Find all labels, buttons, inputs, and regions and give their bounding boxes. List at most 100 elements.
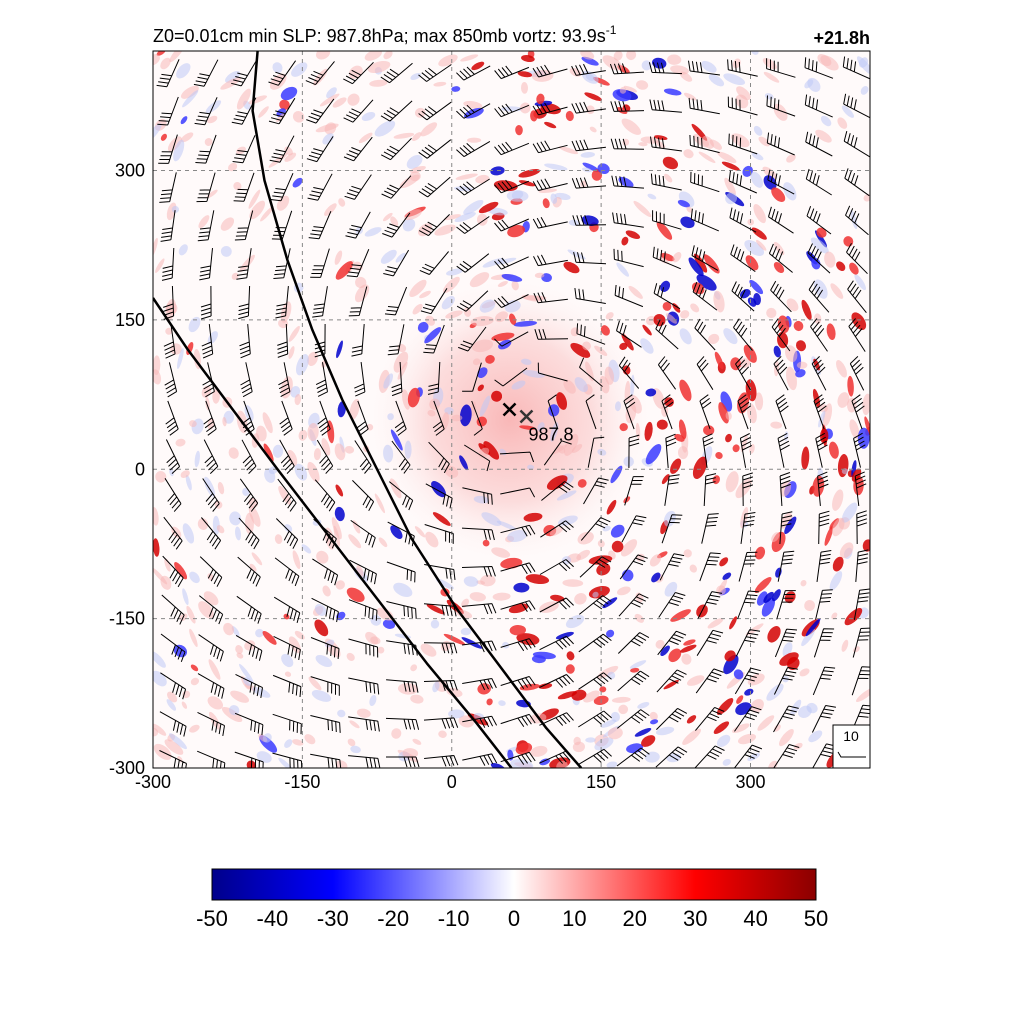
- wind-barb: [200, 285, 212, 320]
- vorticity-cell: [548, 404, 560, 417]
- wind-barb: [432, 400, 445, 436]
- vorticity-cell: [225, 70, 241, 83]
- wind-barb: [199, 556, 223, 587]
- wind-barb: [494, 256, 529, 270]
- vorticity-cell: [672, 252, 682, 263]
- wind-barb: [424, 755, 459, 767]
- vorticity-cell: [763, 71, 780, 83]
- wind-barb: [617, 670, 650, 692]
- wind-barb: [240, 362, 253, 398]
- wind-barb: [543, 440, 572, 466]
- wind-barb: [494, 331, 529, 347]
- vorticity-cell: [181, 701, 188, 709]
- vorticity-cell: [658, 257, 669, 264]
- vorticity-cell: [487, 207, 508, 216]
- vorticity-cell: [492, 592, 511, 601]
- wind-barb: [849, 356, 865, 391]
- vorticity-cell: [178, 244, 188, 256]
- vorticity-cell: [519, 683, 540, 691]
- wind-barb: [310, 676, 340, 696]
- wind-barb: [197, 210, 215, 242]
- wind-barb: [348, 599, 378, 621]
- vorticity-cell: [713, 290, 725, 313]
- wind-barb: [279, 400, 293, 436]
- vorticity-cell: [680, 644, 697, 653]
- wind-barb: [621, 515, 647, 543]
- colorbar-tick-label: -50: [196, 906, 228, 931]
- y-tick-label: 300: [115, 161, 145, 181]
- wind-barb: [583, 477, 609, 505]
- wind-barb: [160, 210, 176, 242]
- vorticity-cell: [824, 251, 836, 268]
- wind-barb: [354, 362, 366, 397]
- vorticity-cell: [644, 751, 660, 763]
- x-axis-ticks: -300 -150 0 150 300: [135, 772, 766, 792]
- vorticity-cell: [376, 607, 394, 621]
- vorticity-cell: [444, 465, 459, 478]
- vorticity-cell: [520, 358, 532, 365]
- vorticity-cell: [568, 219, 580, 226]
- wind-barb: [694, 745, 725, 768]
- vorticity-cell: [550, 594, 565, 602]
- wind-barb: [690, 208, 719, 232]
- wind-barb: [540, 520, 574, 538]
- wind-barb: [277, 323, 289, 358]
- vorticity-cell: [311, 689, 332, 702]
- vorticity-cell: [239, 254, 255, 273]
- wind-barb: [163, 285, 175, 320]
- wind-barb: [241, 439, 257, 474]
- vorticity-cell: [621, 118, 642, 135]
- vorticity-cell: [576, 549, 591, 561]
- vorticity-cell: [556, 760, 568, 768]
- wind-barb: [203, 439, 219, 474]
- vorticity-cell: [683, 149, 694, 159]
- vorticity-cell: [846, 397, 857, 413]
- colorbar-tick-label: 10: [562, 906, 586, 931]
- vorticity-cell: [530, 110, 538, 122]
- wind-barb: [655, 746, 688, 768]
- vorticity-cell: [370, 636, 381, 645]
- vorticity-cell: [633, 200, 652, 218]
- vorticity-cell: [262, 630, 277, 645]
- vorticity-cell: [571, 689, 587, 701]
- vorticity-cell: [539, 758, 551, 766]
- vorticity-cell: [763, 591, 774, 603]
- vorticity-cell: [816, 227, 827, 238]
- vorticity-cell: [569, 67, 582, 77]
- vorticity-cell: [771, 187, 786, 203]
- wind-barb: [691, 245, 719, 271]
- vorticity-cell: [583, 690, 600, 703]
- vorticity-cell: [849, 262, 859, 275]
- vorticity-cell: [725, 411, 732, 421]
- vorticity-cell: [515, 125, 523, 136]
- vorticity-cell: [733, 669, 744, 680]
- wind-barb: [729, 207, 757, 233]
- wind-barb: [348, 638, 379, 658]
- wind-barb: [656, 669, 687, 693]
- wind-barb: [846, 242, 868, 275]
- wind-barb: [500, 524, 536, 537]
- wind-barb: [612, 212, 644, 228]
- vorticity-cell: [689, 564, 697, 573]
- wind-barb: [618, 356, 640, 389]
- vorticity-cell: [245, 512, 254, 535]
- vorticity-cell: [383, 373, 394, 389]
- wind-barb: [312, 286, 328, 318]
- wind-barb: [500, 600, 536, 612]
- vorticity-cell: [754, 577, 772, 593]
- vorticity-cell: [537, 422, 545, 432]
- wind-barb: [194, 97, 218, 126]
- vorticity-cell: [796, 361, 808, 369]
- vorticity-cell: [156, 51, 166, 56]
- wind-barb: [804, 94, 833, 118]
- wind-barb: [578, 710, 612, 728]
- vorticity-cell: [606, 629, 615, 638]
- vorticity-cell: [725, 471, 739, 493]
- vorticity-cell: [409, 279, 427, 298]
- vorticity-cell: [830, 283, 844, 299]
- vorticity-cell: [618, 704, 629, 715]
- wind-reference-box: [832, 724, 871, 769]
- vorticity-cell: [841, 468, 849, 475]
- vorticity-cell: [722, 572, 732, 581]
- vorticity-cell: [155, 471, 167, 483]
